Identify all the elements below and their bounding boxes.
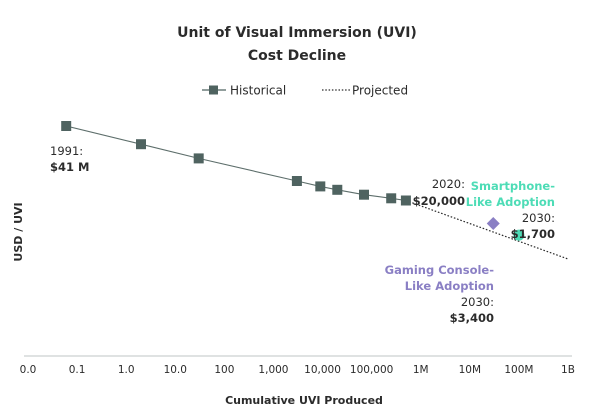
x-axis-title: Cumulative UVI Produced [225, 394, 383, 407]
x-tick-label-3: 10.0 [164, 364, 187, 376]
label-smartphone-line1: Smartphone- [471, 179, 556, 193]
gaming-console-point [486, 216, 500, 230]
label-2020-year: 2020: [432, 177, 465, 191]
x-tick-label-1: 0.1 [69, 364, 86, 376]
smartphone-point [513, 229, 525, 241]
y-axis-title: USD / UVI [12, 202, 25, 261]
label-gaming-year: 2030: [461, 295, 494, 309]
legend-projected-label: Projected [352, 84, 408, 98]
label-gaming-line2: Like Adoption [405, 279, 494, 293]
legend-historical-marker [209, 85, 218, 95]
label-gaming-value: $3,400 [450, 311, 494, 325]
label-2020-value: $20,000 [413, 194, 465, 208]
historical-point-2 [193, 153, 204, 164]
x-tick-label-6: 10,000 [304, 364, 341, 376]
x-tick-label-2: 1.0 [118, 364, 135, 376]
historical-point-3 [291, 176, 302, 186]
x-tick-label-5: 1,000 [258, 364, 288, 376]
label-1991-year: 1991: [50, 144, 83, 158]
x-tick-label-10: 100M [504, 364, 533, 376]
label-gaming-line1: Gaming Console- [385, 263, 495, 277]
chart-subtitle: Cost Decline [248, 48, 346, 64]
historical-point-6 [359, 189, 369, 200]
historical-point-8 [400, 195, 411, 206]
historical-point-1 [136, 139, 146, 150]
projected-line [405, 199, 569, 260]
label-smartphone-year: 2030: [522, 211, 555, 225]
x-tick-label-4: 100 [214, 364, 234, 376]
x-tick-label-7: 100,000 [350, 364, 393, 376]
historical-point-4 [315, 181, 326, 192]
x-tick-label-8: 1M [413, 364, 429, 376]
legend-historical-label: Historical [230, 84, 286, 98]
historical-point-5 [332, 184, 343, 195]
chart-title: Unit of Visual Immersion (UVI) [177, 25, 417, 41]
x-tick-label-11: 1B [561, 364, 575, 376]
historical-point-7 [386, 193, 397, 204]
label-smartphone-line2: Like Adoption [466, 195, 555, 209]
historical-line [66, 125, 406, 202]
x-tick-label-0: 0.0 [20, 364, 37, 376]
x-tick-label-9: 10M [459, 364, 481, 376]
historical-point-0 [61, 121, 72, 131]
label-smartphone-value: $1,700 [511, 227, 555, 241]
label-1991-value: $41 M [50, 160, 89, 174]
